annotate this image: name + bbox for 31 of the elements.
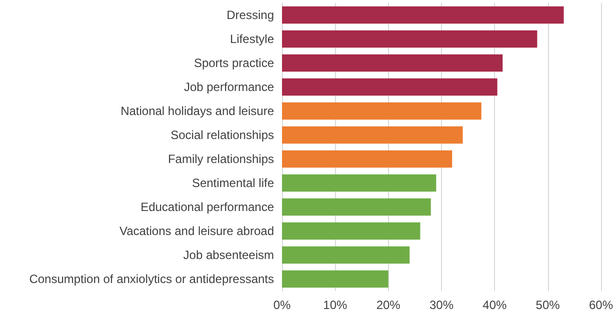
y-tick-label: Consumption of anxiolytics or antidepressants bbox=[29, 272, 274, 286]
bar bbox=[282, 54, 503, 72]
x-tick-label: 60% bbox=[588, 298, 614, 312]
y-tick-label: Vacations and leisure abroad bbox=[119, 224, 274, 238]
x-tick-label: 0% bbox=[273, 298, 291, 312]
bar bbox=[282, 126, 463, 144]
bar bbox=[282, 30, 538, 48]
bar bbox=[282, 78, 498, 96]
x-tick-label: 50% bbox=[536, 298, 560, 312]
y-tick-label: Job performance bbox=[184, 80, 274, 94]
y-tick-label: Educational performance bbox=[140, 200, 274, 214]
bar bbox=[282, 198, 431, 216]
y-tick-label: National holidays and leisure bbox=[120, 104, 274, 118]
bar bbox=[282, 270, 388, 288]
bar bbox=[282, 6, 564, 24]
y-tick-label: Job absenteeism bbox=[183, 248, 274, 262]
y-tick-label: Lifestyle bbox=[230, 32, 274, 46]
y-tick-label: Family relationships bbox=[168, 152, 274, 166]
y-tick-label: Sentimental life bbox=[192, 176, 274, 190]
x-tick-label: 30% bbox=[429, 298, 454, 312]
bar bbox=[282, 246, 410, 264]
x-tick-label: 40% bbox=[482, 298, 507, 312]
y-tick-label: Social relationships bbox=[170, 128, 274, 142]
bar bbox=[282, 150, 452, 168]
bar bbox=[282, 174, 436, 192]
x-tick-label: 20% bbox=[376, 298, 401, 312]
y-tick-label: Sports practice bbox=[194, 56, 274, 70]
bar bbox=[282, 222, 420, 240]
bar bbox=[282, 102, 482, 120]
y-tick-label: Dressing bbox=[226, 8, 274, 22]
x-tick-label: 10% bbox=[323, 298, 348, 312]
